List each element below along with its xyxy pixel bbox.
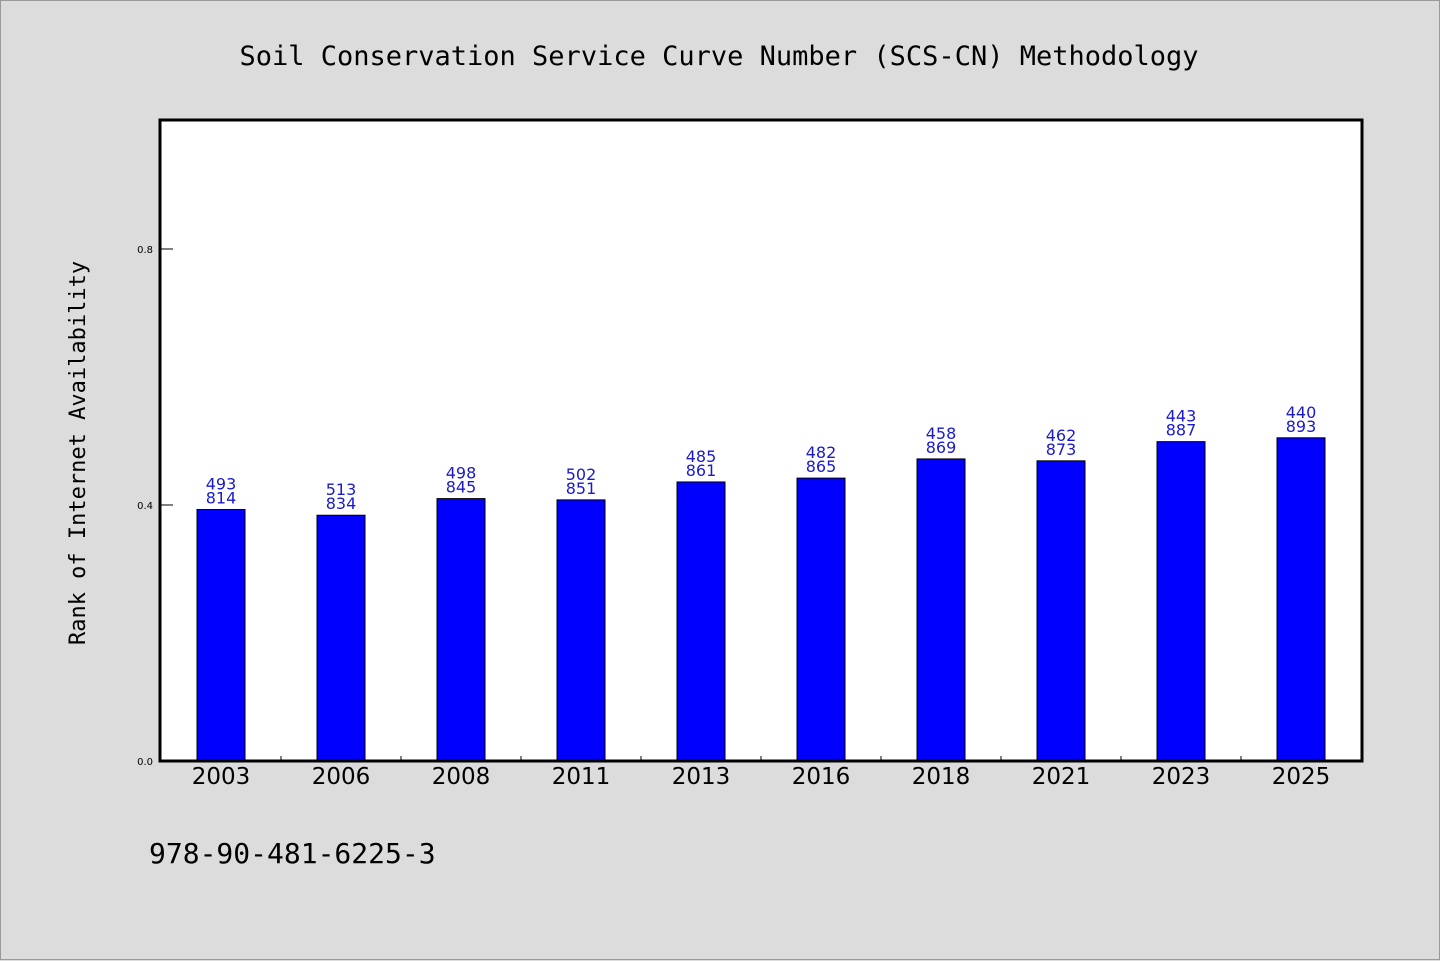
chart-title: Soil Conservation Service Curve Number (… bbox=[239, 41, 1198, 72]
y-tick-label: 0.0 bbox=[137, 757, 153, 768]
bar-2016 bbox=[796, 477, 846, 762]
x-tick-label: 2018 bbox=[912, 764, 971, 790]
bar-label-bottom: 834 bbox=[326, 494, 357, 513]
bar-label-bottom: 865 bbox=[806, 457, 837, 476]
bar-label-top: 440 bbox=[1286, 403, 1317, 422]
bar-label-bottom: 893 bbox=[1286, 417, 1317, 436]
bar-2011 bbox=[556, 499, 606, 762]
x-tick-label: 2023 bbox=[1152, 764, 1211, 790]
bar-2013 bbox=[676, 481, 726, 762]
bar-label-bottom: 845 bbox=[446, 478, 477, 497]
bar-label-bottom: 869 bbox=[926, 438, 957, 457]
bar-label-top: 462 bbox=[1046, 426, 1077, 445]
bar-label-bottom: 861 bbox=[686, 461, 717, 480]
bar-label-top: 443 bbox=[1166, 407, 1197, 426]
bar-2006 bbox=[316, 514, 366, 762]
bar-label-bottom: 814 bbox=[206, 488, 237, 507]
bar-label-bottom: 873 bbox=[1046, 440, 1077, 459]
x-tick-label: 2008 bbox=[432, 764, 491, 790]
bar-2008 bbox=[436, 498, 486, 762]
bars bbox=[196, 437, 1326, 762]
x-tick-label: 2025 bbox=[1272, 764, 1331, 790]
x-tick-label: 2006 bbox=[312, 764, 371, 790]
x-tick-label: 2021 bbox=[1032, 764, 1091, 790]
x-tick-label: 2011 bbox=[552, 764, 611, 790]
bar-2018 bbox=[916, 458, 966, 762]
footer-code: 978-90-481-6225-3 bbox=[149, 837, 436, 870]
bar-label-top: 485 bbox=[686, 447, 717, 466]
bar-2021 bbox=[1036, 460, 1086, 762]
x-tick-label: 2013 bbox=[672, 764, 731, 790]
bar-2025 bbox=[1276, 437, 1326, 762]
bar-label-top: 502 bbox=[566, 465, 597, 484]
bar-label-bottom: 887 bbox=[1166, 421, 1197, 440]
bar-2023 bbox=[1156, 441, 1206, 762]
y-tick-label: 0.4 bbox=[137, 501, 153, 512]
bar-label-top: 498 bbox=[446, 464, 477, 483]
bar-label-bottom: 851 bbox=[566, 479, 597, 498]
bar-label-top: 493 bbox=[206, 474, 237, 493]
bar-2003 bbox=[196, 508, 246, 762]
x-tick-label: 2003 bbox=[192, 764, 251, 790]
plot-border bbox=[158, 118, 1364, 763]
y-axis-label: Rank of Internet Availability bbox=[66, 261, 91, 645]
bar-label-top: 482 bbox=[806, 443, 837, 462]
y-tick-label: 0.8 bbox=[137, 245, 153, 256]
bar-label-top: 513 bbox=[326, 480, 357, 499]
bar-label-top: 458 bbox=[926, 424, 957, 443]
x-tick-label: 2016 bbox=[792, 764, 851, 790]
